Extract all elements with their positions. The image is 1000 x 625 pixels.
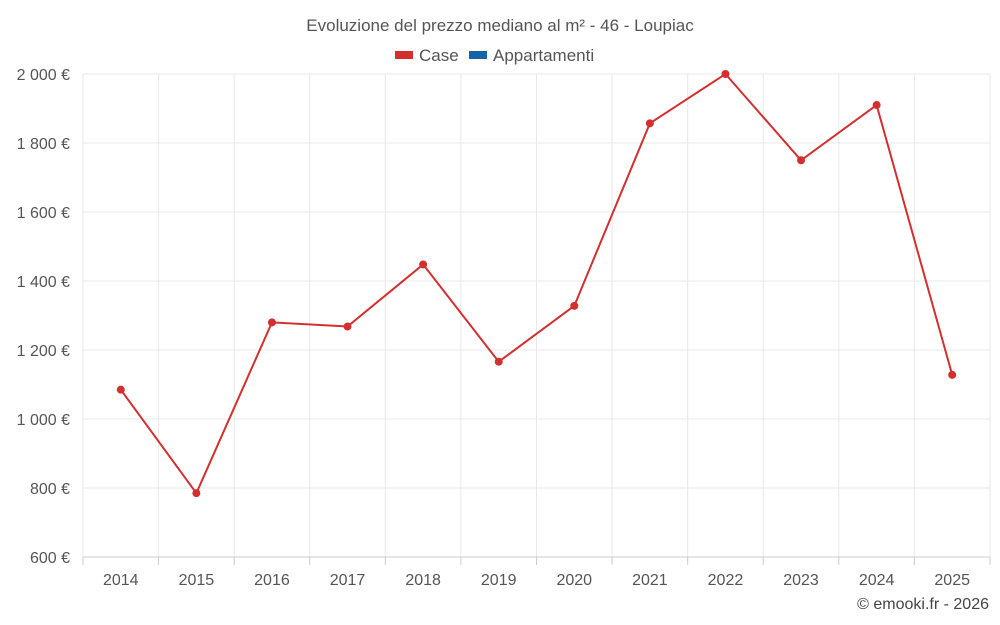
data-point-case-2021[interactable]: [645, 119, 654, 128]
y-tick-label: 2 000 €: [17, 67, 70, 84]
y-tick-label: 1 400 €: [17, 274, 70, 291]
x-tick-label: 2021: [632, 572, 668, 589]
data-point-case-2023[interactable]: [797, 156, 806, 165]
data-point-case-2025[interactable]: [948, 370, 957, 379]
x-tick-label: 2024: [859, 572, 895, 589]
legend-label-case: Case: [419, 46, 459, 65]
legend-label-appartamenti: Appartamenti: [493, 46, 594, 65]
y-tick-label: 1 600 €: [17, 205, 70, 222]
legend-item-appartamenti[interactable]: Appartamenti: [469, 46, 594, 65]
legend-swatch-appartamenti: [469, 51, 487, 59]
data-point-case-2016[interactable]: [267, 318, 276, 327]
data-point-case-2019[interactable]: [494, 357, 503, 366]
legend-item-case[interactable]: Case: [395, 46, 459, 65]
legend-swatch-case: [395, 51, 413, 59]
x-tick-label: 2014: [103, 572, 139, 589]
data-point-case-2018[interactable]: [419, 260, 428, 269]
credit-text: © emooki.fr - 2026: [857, 596, 989, 613]
legend: Case Appartamenti: [395, 46, 594, 65]
data-point-case-2020[interactable]: [570, 301, 579, 310]
y-tick-label: 600 €: [30, 550, 70, 567]
data-point-case-2015[interactable]: [192, 489, 201, 498]
x-tick-label: 2015: [179, 572, 215, 589]
data-point-case-2022[interactable]: [721, 70, 730, 78]
y-tick-label: 1 200 €: [17, 343, 70, 360]
x-tick-label: 2018: [405, 572, 441, 589]
x-tick-label: 2025: [934, 572, 970, 589]
data-point-case-2024[interactable]: [872, 101, 881, 110]
x-tick-label: 2023: [783, 572, 819, 589]
series-line-case: [119, 72, 954, 496]
x-tick-label: 2017: [330, 572, 366, 589]
data-point-case-2017[interactable]: [343, 322, 352, 331]
x-tick-label: 2019: [481, 572, 517, 589]
y-tick-label: 1 800 €: [17, 136, 70, 153]
y-tick-label: 1 000 €: [17, 412, 70, 429]
y-axis: 600 € 800 € 1 000 € 1 200 € 1 400 € 1 600 € 1 …: [17, 67, 70, 567]
grid: [82, 73, 991, 557]
x-tick-label: 2020: [556, 572, 592, 589]
x-tick-label: 2022: [708, 572, 744, 589]
series-case: [116, 70, 957, 498]
x-tick-label: 2016: [254, 572, 290, 589]
data-point-case-2014[interactable]: [116, 385, 125, 394]
x-axis: 2014 2015 2016 2017 2018 2019 2020 2021 2022 2023…: [82, 556, 991, 589]
chart-title: Evoluzione del prezzo mediano al m² - 46…: [306, 16, 694, 35]
y-tick-label: 800 €: [30, 481, 70, 498]
